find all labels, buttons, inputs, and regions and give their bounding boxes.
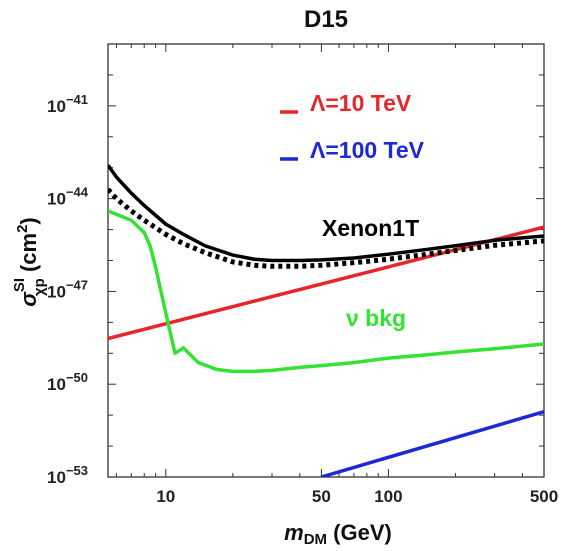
y-axis-title: σSI χp (cm2) — [11, 217, 48, 307]
legend-label-lambda-100tev: Λ=100 TeV — [310, 137, 425, 163]
x-tick-label-1: 50 — [312, 487, 331, 506]
series-line-10-tev — [108, 225, 544, 341]
series-line-100-tev — [320, 409, 544, 477]
series-layer — [108, 164, 544, 477]
x-tick-label-2: 100 — [374, 487, 402, 506]
y-tick-label-0: 10−41 — [47, 92, 88, 116]
legend-label-lambda-10tev: Λ=10 TeV — [310, 90, 412, 116]
x-tick-label-0: 10 — [156, 487, 175, 506]
x-tick-label-3: 500 — [530, 487, 558, 506]
series-line-xenon1t — [108, 164, 544, 263]
legend: Λ=10 TeV Λ=100 TeV — [280, 90, 425, 163]
y-tick-label-3: 10−50 — [47, 370, 88, 394]
series-line-xenon1t-projected — [108, 187, 544, 269]
y-tick-label-1: 10−44 — [47, 185, 89, 209]
y-tick-label-2: 10−47 — [47, 277, 88, 301]
y-tick-label-4: 10−53 — [47, 463, 88, 487]
x-axis-title: mDM (GeV) — [284, 520, 392, 548]
axis-ticks — [108, 43, 545, 478]
chart-title: D15 — [304, 6, 348, 33]
tick-labels: 10 50 100 500 10−41 10−44 10−47 10−50 10−53 — [47, 92, 558, 506]
annotation-xenon1t: Xenon1T — [322, 215, 419, 241]
series-line-bkg — [108, 209, 544, 374]
annotation-nu-bkg: ν bkg — [346, 305, 406, 331]
